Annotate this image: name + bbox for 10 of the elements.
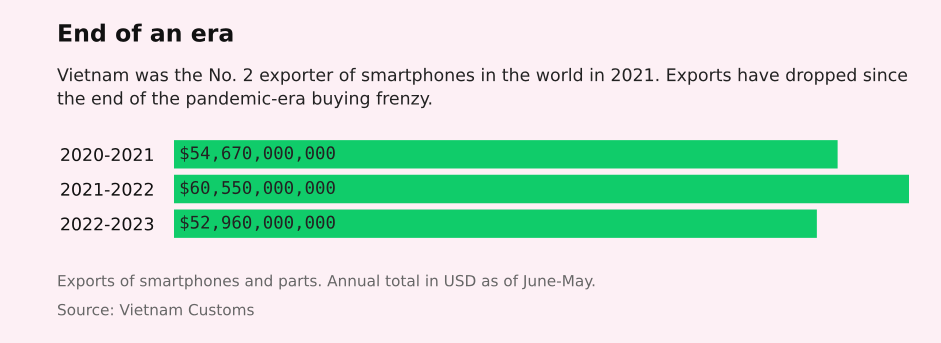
data-label: $54,670,000,000 — [180, 146, 335, 162]
chart-title: End of an era — [59, 24, 232, 42]
text: Exports of smartphones and parts. Annual total in USD as of June-May. — [58, 274, 594, 290]
data-label: $52,960,000,000 — [180, 215, 335, 232]
y-tick-label: 2022-2023 — [61, 217, 154, 231]
data-label: $60,550,000,000 — [180, 180, 335, 196]
y-tick-label: 2020-2021 — [61, 148, 153, 162]
chart-subtitle: Vietnam was the No. 2 exporter of smartphones in the world in 2021. Exports have dropped since the end of the pandemic-era buying frenzy. — [57, 68, 908, 108]
source-note: Source: Vietnam Customs — [58, 304, 254, 316]
y-tick-label: 2021-2022 — [61, 182, 153, 196]
